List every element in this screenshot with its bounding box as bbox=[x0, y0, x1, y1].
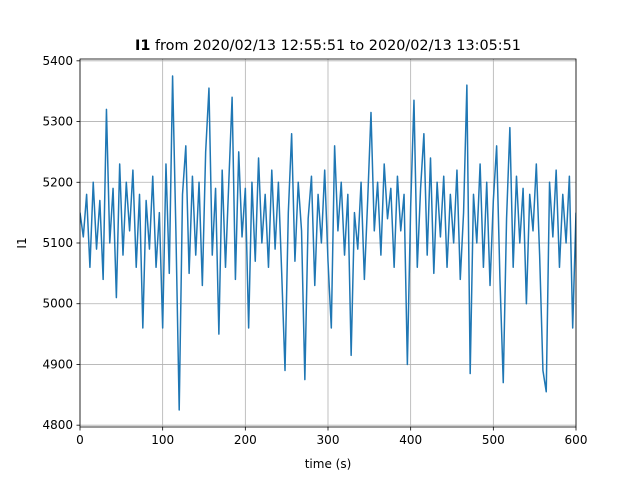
y-axis-label: I1 bbox=[15, 237, 29, 248]
title-bold: I1 bbox=[135, 38, 150, 54]
y-tick-label: 5100 bbox=[42, 236, 73, 250]
y-tick-label: 5400 bbox=[42, 54, 73, 68]
x-tick-label: 200 bbox=[234, 433, 257, 447]
x-tick-label: 100 bbox=[151, 433, 174, 447]
data-line bbox=[80, 75, 576, 411]
y-tick-label: 5300 bbox=[42, 115, 73, 129]
x-tick-label: 300 bbox=[317, 433, 340, 447]
y-tick-label: 5000 bbox=[42, 297, 73, 311]
chart-title: I1 from 2020/02/13 12:55:51 to 2020/02/1… bbox=[135, 38, 521, 54]
title-rest: from 2020/02/13 12:55:51 to 2020/02/13 1… bbox=[155, 38, 521, 54]
x-tick-label: 0 bbox=[76, 433, 84, 447]
y-tick-label: 4800 bbox=[42, 418, 73, 432]
x-tick-label: 500 bbox=[482, 433, 505, 447]
x-axis-label: time (s) bbox=[305, 457, 352, 471]
y-tick-label: 5200 bbox=[42, 175, 73, 189]
x-tick-label: 400 bbox=[399, 433, 422, 447]
y-tick-label: 4900 bbox=[42, 357, 73, 371]
axes-frame bbox=[79, 58, 577, 428]
x-tick-label: 600 bbox=[565, 433, 588, 447]
